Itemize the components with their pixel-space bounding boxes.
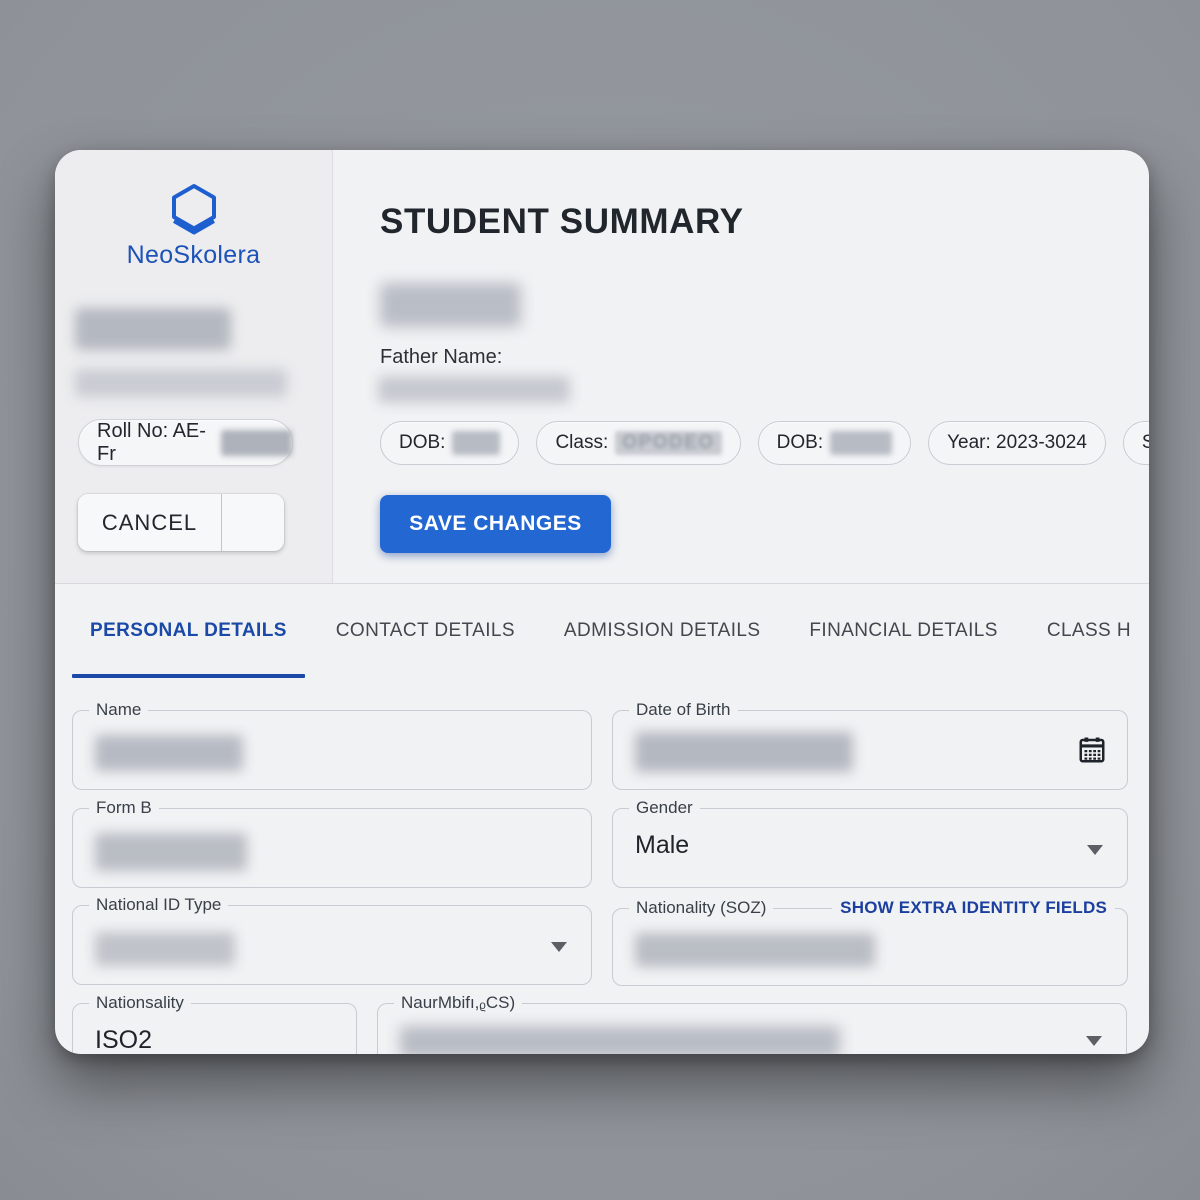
- summary-header: STUDENT SUMMARY Father Name: DOB: Class:…: [333, 150, 1149, 583]
- national-id-type-label: National ID Type: [89, 895, 229, 915]
- save-changes-button[interactable]: SAVE CHANGES: [380, 495, 611, 553]
- year-chip: Year: 2023-3024: [928, 421, 1106, 465]
- gender-label: Gender: [629, 798, 700, 818]
- redacted-national-id-type-value: [95, 932, 235, 966]
- show-extra-identity-fields-link[interactable]: SHOW EXTRA IDENTITY FIELDS: [832, 898, 1115, 918]
- roll-no-chip: Roll No: AE-Fr: [78, 419, 293, 466]
- tab-class-history[interactable]: CLASS H: [1046, 620, 1131, 641]
- name-input[interactable]: Name: [72, 700, 592, 790]
- cancel-button-label: CANCEL: [101, 509, 198, 535]
- tab-admission-details[interactable]: ADMISSION DETAILS: [563, 620, 761, 641]
- redacted-date-of-birth-value: [635, 732, 853, 772]
- chevron-down-icon: [551, 942, 567, 952]
- nationality-soz-input[interactable]: Nationality (SOZ) SHOW EXTRA IDENTITY FI…: [612, 898, 1128, 986]
- gender-value: Male: [635, 831, 690, 859]
- tab-personal-details[interactable]: PERSONAL DETAILS: [72, 584, 305, 678]
- student-summary-card: NeoSkolera Roll No: AE-Fr CANCEL STUDENT…: [55, 150, 1149, 1054]
- redacted-dob-value: [452, 431, 501, 455]
- brand-logo-icon: [170, 183, 218, 242]
- status-chip: Status:: [1122, 421, 1149, 465]
- tab-financial-details[interactable]: FINANCIAL DETAILS: [809, 620, 998, 641]
- dob-chip: DOB:: [380, 421, 520, 465]
- name-label: Name: [89, 700, 149, 720]
- dob-chip-2: DOB:: [757, 421, 912, 465]
- calendar-icon[interactable]: [1077, 735, 1107, 770]
- father-name-label: Father Name:: [380, 346, 503, 368]
- date-of-birth-input[interactable]: Date of Birth: [612, 700, 1128, 790]
- cancel-button[interactable]: CANCEL: [78, 494, 284, 551]
- class-chip: Class: OPODEO: [536, 421, 741, 465]
- date-of-birth-label: Date of Birth: [629, 700, 738, 720]
- chevron-down-icon: [1086, 1036, 1102, 1046]
- summary-chips: DOB: Class: OPODEO DOB: Year: 2023-3024 …: [380, 421, 1149, 465]
- form-b-label: Form B: [89, 798, 159, 818]
- redacted-student-subtitle: [75, 369, 287, 397]
- cancel-split-menu-button[interactable]: [222, 494, 284, 551]
- redacted-roll-no-value: [220, 429, 292, 456]
- tab-contact-details[interactable]: CONTACT DETAILS: [335, 620, 515, 641]
- chevron-down-icon: [1087, 845, 1103, 855]
- form-b-input[interactable]: Form B: [72, 798, 592, 888]
- detail-tabs: PERSONAL DETAILS CONTACT DETAILS ADMISSI…: [72, 584, 1149, 678]
- nationality-label: Nationsality: [89, 993, 191, 1013]
- redacted-student-name-header: [380, 283, 521, 327]
- header-divider: [55, 583, 1149, 584]
- sidebar: NeoSkolera Roll No: AE-Fr CANCEL: [55, 150, 333, 583]
- redacted-extra-name-value: [400, 1026, 840, 1054]
- page-title: STUDENT SUMMARY: [380, 202, 744, 241]
- extra-name-select[interactable]: NaurMbifı,ᵨCS): [377, 993, 1127, 1054]
- cancel-button-divider: [221, 494, 222, 551]
- redacted-name-value: [95, 735, 243, 771]
- redacted-dob-value-2: [830, 431, 893, 455]
- redacted-father-name: [378, 376, 570, 403]
- redacted-class-value: OPODEO: [615, 431, 722, 455]
- redacted-form-b-value: [95, 833, 247, 871]
- nationality-input[interactable]: Nationsality ISO2: [72, 993, 357, 1054]
- nationality-soz-label: Nationality (SOZ): [629, 898, 774, 918]
- redacted-nationality-soz-value: [635, 933, 875, 967]
- brand-name: NeoSkolera: [126, 241, 261, 269]
- extra-name-label: NaurMbifı,ᵨCS): [394, 993, 523, 1013]
- roll-no-label: Roll No: AE-Fr: [97, 419, 206, 465]
- redacted-student-name: [75, 308, 231, 350]
- gender-select[interactable]: Gender Male: [612, 798, 1128, 888]
- national-id-type-select[interactable]: National ID Type: [72, 895, 592, 985]
- nationality-value: ISO2: [95, 1026, 152, 1054]
